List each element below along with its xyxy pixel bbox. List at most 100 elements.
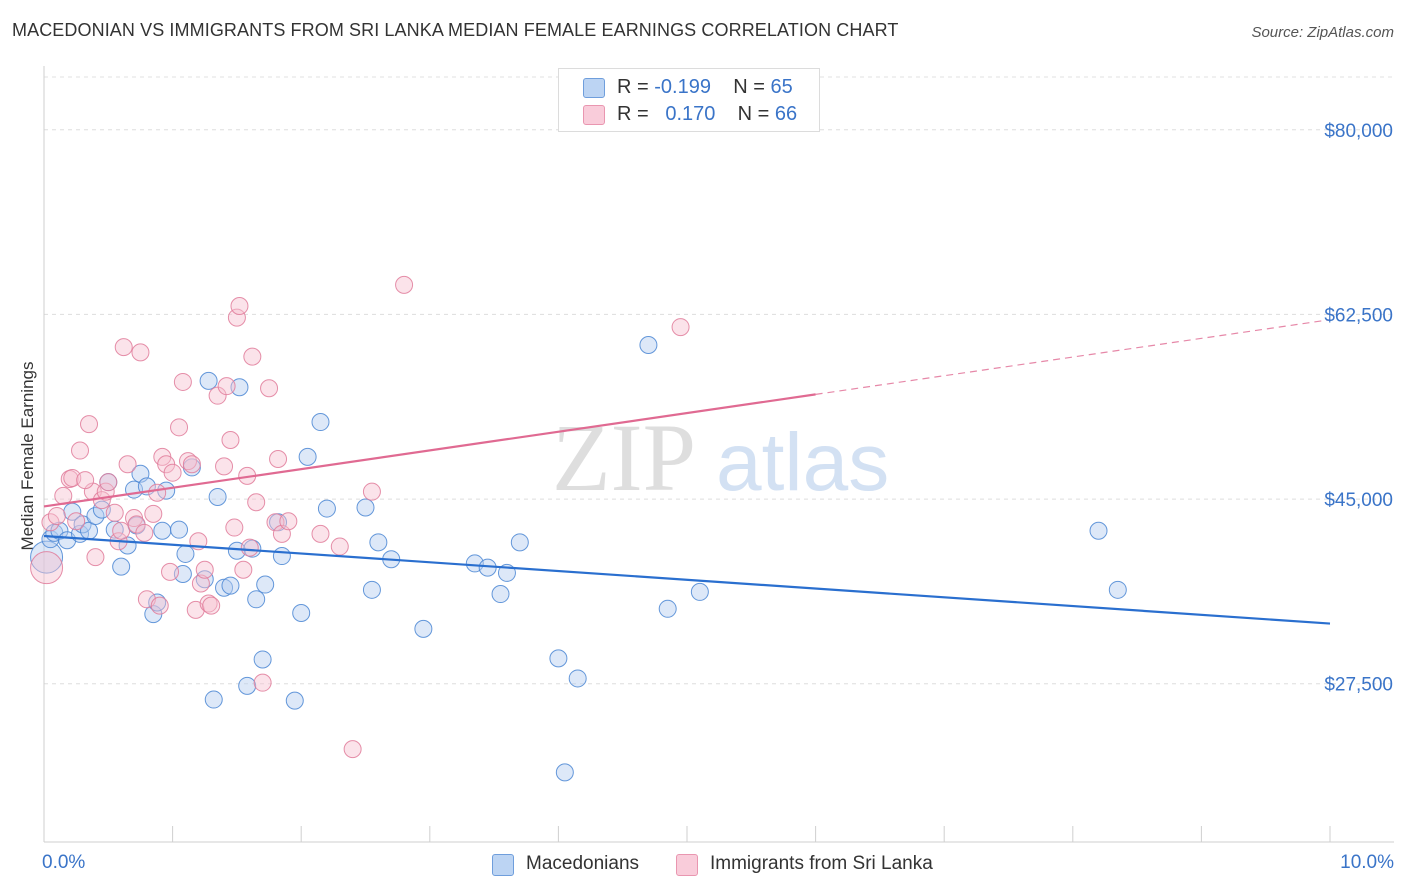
data-point — [230, 378, 249, 397]
data-point — [221, 430, 240, 449]
data-point — [311, 524, 330, 543]
series-legend: Macedonians Immigrants from Sri Lanka — [0, 852, 1406, 878]
data-point — [135, 523, 154, 542]
trend-lines — [43, 319, 1331, 625]
data-point — [279, 512, 298, 531]
data-point — [247, 493, 266, 512]
data-point — [510, 533, 529, 552]
data-point — [170, 418, 189, 437]
y-tick-label: $27,500 — [1324, 675, 1393, 696]
legend-r-label: R = — [617, 103, 655, 125]
data-point — [47, 506, 66, 525]
data-point — [41, 513, 60, 532]
data-point — [150, 596, 169, 615]
watermark-zip: ZIP — [552, 404, 696, 511]
data-point — [285, 691, 304, 710]
data-point — [311, 413, 330, 432]
series-sri-lanka-points — [30, 275, 690, 759]
data-points — [30, 275, 1127, 782]
data-point — [362, 482, 381, 501]
legend-n-label: N = — [733, 76, 771, 98]
data-point — [690, 582, 709, 601]
legend-r-label: R = — [617, 76, 655, 98]
legend-swatch-sri-lanka — [583, 105, 605, 125]
data-point — [202, 596, 221, 615]
legend-r-value: -0.199 — [654, 76, 711, 98]
data-point — [260, 379, 279, 398]
data-point — [80, 415, 99, 434]
data-point — [266, 513, 285, 532]
data-point — [191, 574, 210, 593]
y-tick-label: $45,000 — [1324, 490, 1393, 511]
data-point — [234, 560, 253, 579]
data-point — [161, 562, 180, 581]
data-point — [292, 604, 311, 623]
data-point — [86, 506, 105, 525]
data-point — [227, 308, 246, 327]
data-point — [221, 576, 240, 595]
data-point — [118, 455, 137, 474]
correlation-legend: R = -0.199 N = 65 R = 0.170 N = 66 — [558, 68, 820, 132]
data-point — [253, 673, 272, 692]
data-point — [215, 578, 234, 597]
data-point — [114, 338, 133, 357]
data-point — [163, 463, 182, 482]
legend-swatch-macedonians — [583, 78, 605, 98]
data-point — [362, 580, 381, 599]
legend-n-label: N = — [737, 103, 775, 125]
data-point — [112, 521, 131, 540]
data-point — [568, 669, 587, 688]
data-point — [256, 575, 275, 594]
data-point — [369, 533, 388, 552]
data-point — [253, 650, 272, 669]
data-point — [176, 544, 195, 563]
data-point — [99, 473, 118, 492]
data-point — [112, 557, 131, 576]
data-point — [247, 590, 266, 609]
data-point — [225, 518, 244, 537]
axes — [43, 66, 1394, 843]
data-point — [639, 336, 658, 355]
data-point — [658, 599, 677, 618]
data-point — [298, 447, 317, 466]
data-point — [153, 521, 172, 540]
data-point — [195, 560, 214, 579]
x-max-label: 10.0% — [1340, 852, 1394, 873]
trend-line-macedonians — [43, 534, 1331, 625]
x-min-label: 0.0% — [42, 852, 86, 873]
data-point — [86, 548, 105, 567]
data-point — [356, 498, 375, 517]
data-point — [199, 594, 218, 613]
data-point — [491, 585, 510, 604]
trend-line-sri-lanka — [43, 393, 816, 508]
data-point — [71, 441, 90, 460]
legend-r-value: 0.170 — [665, 103, 716, 125]
data-point — [170, 520, 189, 539]
data-point — [240, 538, 259, 557]
watermark-atlas: atlas — [716, 417, 889, 508]
gridlines — [44, 76, 1394, 685]
data-point — [269, 449, 288, 468]
legend-swatch-sri-lanka — [676, 854, 698, 876]
data-point — [148, 593, 167, 612]
data-point — [208, 386, 227, 405]
y-tick-label: $80,000 — [1324, 121, 1393, 142]
data-point — [343, 740, 362, 759]
data-point — [30, 540, 64, 574]
y-tick-labels: $80,000 $62,500 $45,000 $27,500 — [1324, 121, 1393, 696]
data-point — [173, 372, 192, 391]
y-tick-label: $62,500 — [1324, 305, 1393, 326]
data-point — [148, 483, 167, 502]
data-point — [317, 499, 336, 518]
chart-title: MACEDONIAN VS IMMIGRANTS FROM SRI LANKA … — [12, 20, 899, 40]
data-point — [105, 503, 124, 522]
data-point — [238, 676, 257, 695]
data-point — [215, 457, 234, 476]
data-point — [217, 377, 236, 396]
legend-n-value: 66 — [774, 103, 798, 125]
data-point — [395, 275, 414, 294]
data-point — [230, 296, 249, 315]
data-point — [555, 763, 574, 782]
watermark: ZIP atlas — [552, 404, 889, 511]
